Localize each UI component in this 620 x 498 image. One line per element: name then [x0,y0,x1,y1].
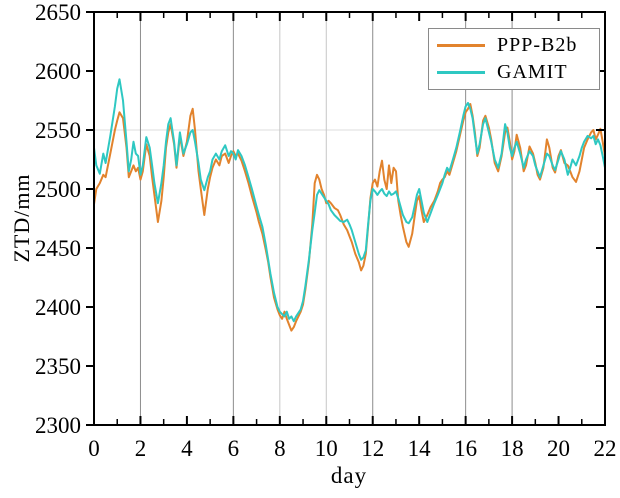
x-tick-label: 2 [135,436,147,461]
x-axis-label: day [330,463,368,488]
x-tick-label: 8 [274,436,286,461]
y-tick-label: 2550 [35,118,81,143]
x-tick-label: 18 [501,436,524,461]
x-tick-label: 16 [454,436,477,461]
y-tick-label: 2500 [35,177,81,202]
y-tick-label: 2600 [35,59,81,84]
legend-item-gamit: GAMIT [437,60,593,86]
y-tick-label: 2400 [35,295,81,320]
y-tick-label: 2300 [35,413,81,438]
x-tick-label: 6 [228,436,240,461]
y-tick-label: 2350 [35,354,81,379]
y-axis-label: ZTD/mm [9,173,34,263]
x-tick-label: 0 [88,436,100,461]
ppp-b2b-line-swatch [437,43,485,47]
y-tick-label: 2450 [35,236,81,261]
series-line-ppp-b2b [93,103,606,332]
x-tick-label: 20 [547,436,570,461]
series-line-gamit [93,78,606,323]
x-tick-label: 22 [594,436,617,461]
legend-label-gamit: GAMIT [497,61,568,84]
legend-label-ppp-b2b: PPP-B2b [497,33,578,56]
x-tick-label: 4 [181,436,193,461]
x-tick-label: 12 [361,436,384,461]
legend: PPP-B2b GAMIT [428,28,600,90]
legend-item-ppp-b2b: PPP-B2b [437,32,593,58]
x-tick-label: 10 [315,436,338,461]
x-tick-label: 14 [408,436,432,461]
gamit-line-swatch [437,71,485,75]
y-tick-label: 2650 [35,0,81,25]
